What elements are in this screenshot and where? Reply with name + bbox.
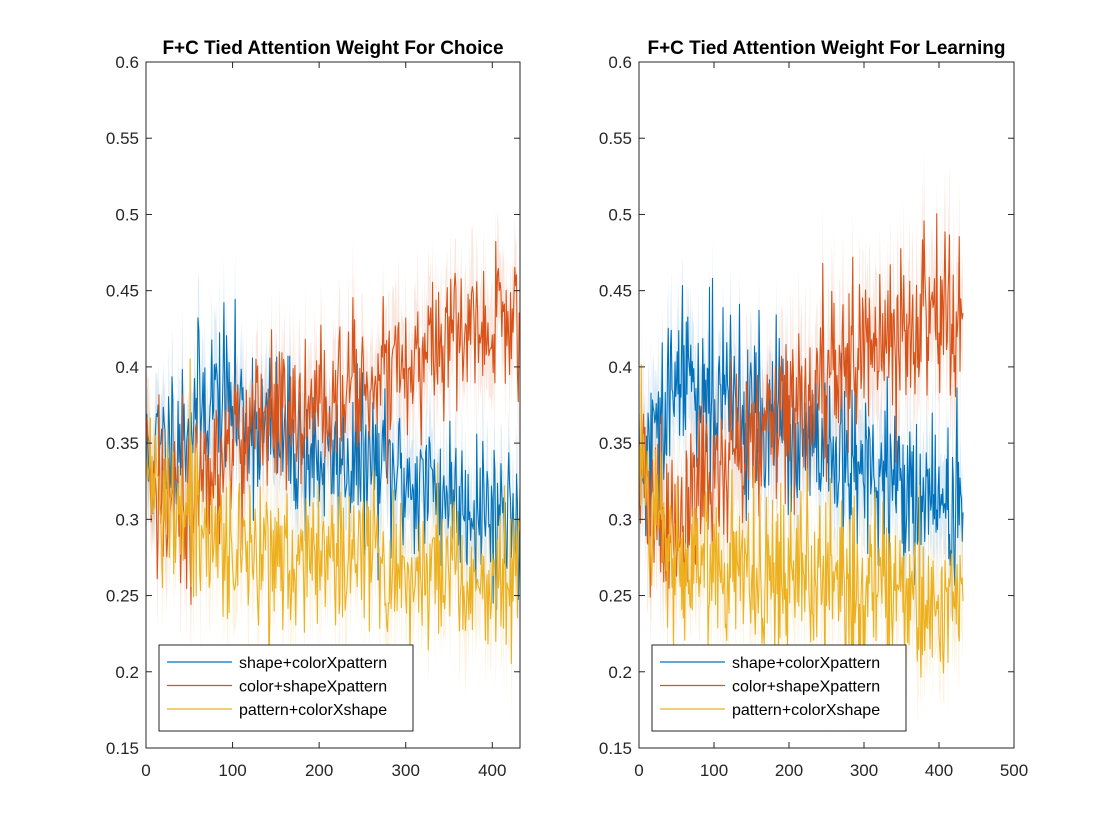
series-line-1	[639, 213, 964, 601]
x-tick-label: 300	[392, 761, 420, 780]
x-tick-label: 0	[634, 761, 643, 780]
y-tick-label: 0.45	[106, 282, 139, 301]
x-tick-label: 0	[141, 761, 150, 780]
y-tick-label: 0.4	[115, 358, 139, 377]
y-tick-label: 0.25	[599, 587, 632, 606]
y-tick-label: 0.55	[106, 129, 139, 148]
y-tick-label: 0.25	[106, 587, 139, 606]
y-tick-label: 0.3	[608, 510, 632, 529]
legend-label-1: color+shapeXpattern	[732, 679, 880, 696]
subplot-choice: 0.15 0.2 0.25 0.3 0.35 0.4 0.45 0.5 0.55 0.6 0 100 2…	[106, 38, 521, 780]
y-tick-label: 0.5	[608, 205, 632, 224]
x-tick-label: 200	[305, 761, 333, 780]
y-tick-label: 0.45	[599, 282, 632, 301]
y-tick-label: 0.6	[608, 53, 632, 72]
y-tick-label: 0.15	[106, 739, 139, 758]
legend-box	[158, 644, 414, 732]
subplot-learning: 0.15 0.2 0.25 0.3 0.35 0.4 0.45 0.5 0.55 0.6 0 100 2…	[599, 38, 1028, 780]
y-tick-label: 0.2	[608, 663, 632, 682]
legend: shape+colorXpattern color+shapeXpattern pa…	[158, 644, 414, 732]
x-tick-label: 400	[478, 761, 506, 780]
error-band-2	[146, 304, 520, 730]
error-band-1	[146, 209, 520, 669]
error-band-1	[639, 153, 963, 677]
legend-label-1: color+shapeXpattern	[239, 679, 387, 696]
legend-box	[651, 644, 907, 732]
x-tick-label: 200	[775, 761, 803, 780]
y-tick-label: 0.55	[599, 129, 632, 148]
legend-label-0: shape+colorXpattern	[239, 655, 387, 672]
error-band-0	[639, 235, 963, 642]
x-tick-label: 300	[850, 761, 878, 780]
series-line-2	[639, 364, 964, 698]
y-tick-label: 0.6	[115, 53, 139, 72]
plot-lines	[146, 209, 520, 730]
plot-lines	[639, 153, 964, 748]
y-tick-label: 0.4	[608, 358, 632, 377]
legend-label-2: pattern+colorXshape	[239, 702, 387, 719]
y-tick-label: 0.35	[599, 434, 632, 453]
y-tick-label: 0.35	[106, 434, 139, 453]
y-tick-label: 0.5	[115, 205, 139, 224]
series-line-2	[146, 358, 520, 665]
legend-label-0: shape+colorXpattern	[732, 655, 880, 672]
chart-title: F+C Tied Attention Weight For Choice	[162, 38, 503, 59]
y-tick-label: 0.3	[115, 510, 139, 529]
legend: shape+colorXpattern color+shapeXpattern pa…	[651, 644, 907, 732]
series-line-1	[146, 240, 520, 606]
y-tick-label: 0.2	[115, 663, 139, 682]
chart-title: F+C Tied Attention Weight For Learning	[647, 38, 1005, 59]
plot-area	[146, 62, 520, 748]
x-tick-label: 100	[700, 761, 728, 780]
x-tick-label: 400	[925, 761, 953, 780]
y-tick-label: 0.15	[599, 739, 632, 758]
x-tick-label: 500	[1000, 761, 1028, 780]
legend-label-2: pattern+colorXshape	[732, 702, 880, 719]
axes-frame	[638, 61, 1015, 749]
x-tick-label: 100	[218, 761, 246, 780]
axes-frame	[145, 61, 521, 749]
